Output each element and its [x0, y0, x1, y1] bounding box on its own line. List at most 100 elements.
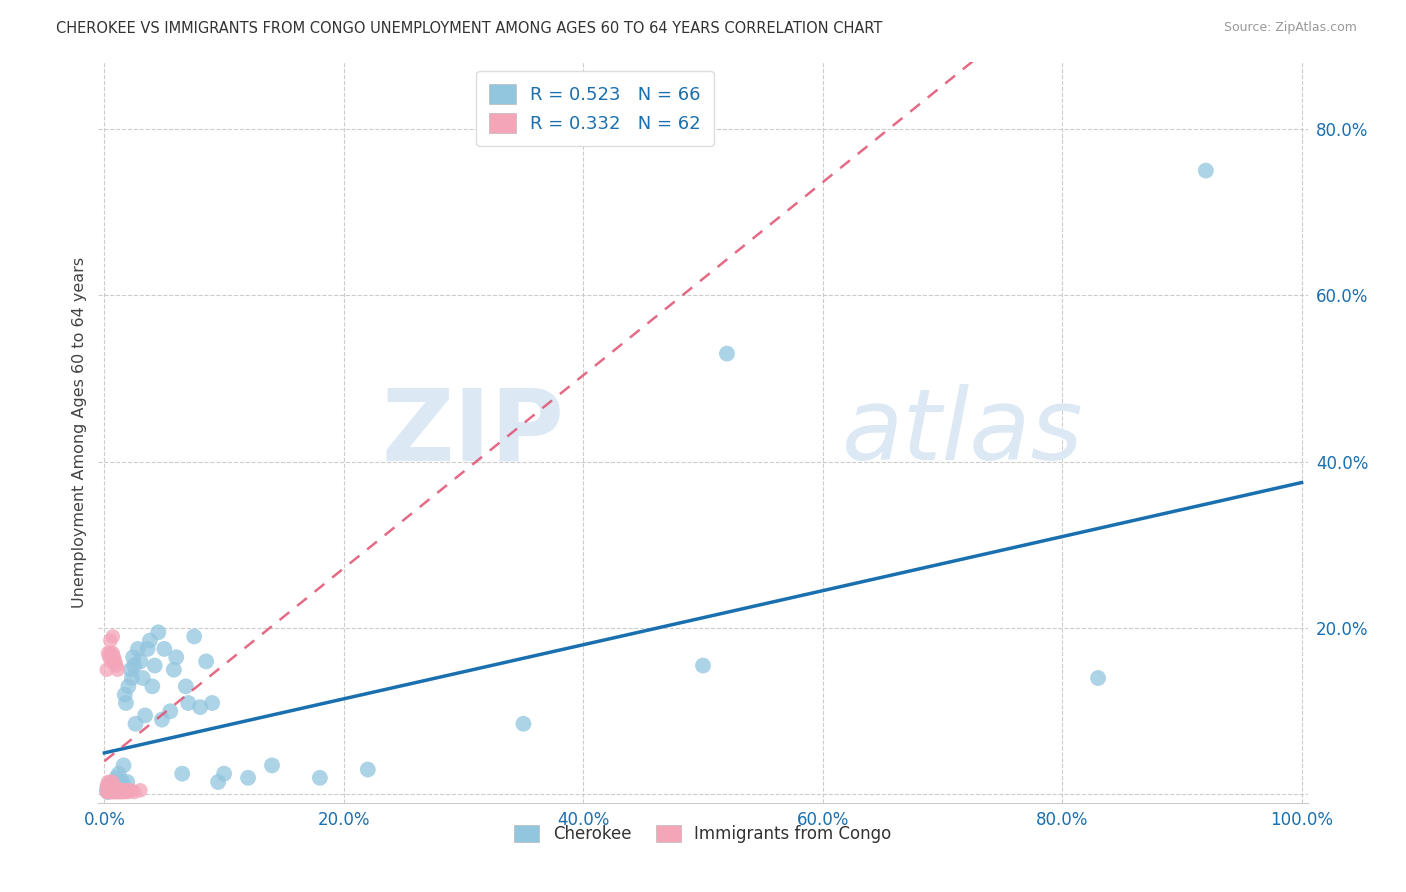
Point — [100, 780, 122, 795]
Point — [260, 758, 283, 772]
Text: CHEROKEE VS IMMIGRANTS FROM CONGO UNEMPLOYMENT AMONG AGES 60 TO 64 YEARS CORRELA: CHEROKEE VS IMMIGRANTS FROM CONGO UNEMPL… — [56, 21, 883, 37]
Point — [104, 785, 127, 799]
Point — [309, 771, 332, 785]
Point — [97, 780, 120, 795]
Point — [105, 658, 128, 673]
Point — [124, 658, 146, 673]
Point — [195, 654, 218, 668]
Point — [104, 654, 127, 668]
Point — [100, 784, 122, 798]
Point — [120, 783, 142, 797]
Point — [100, 783, 122, 797]
Y-axis label: Unemployment Among Ages 60 to 64 years: Unemployment Among Ages 60 to 64 years — [72, 257, 87, 608]
Point — [97, 646, 120, 660]
Point — [163, 663, 186, 677]
Point — [183, 629, 205, 643]
Point — [101, 785, 124, 799]
Point — [101, 780, 124, 795]
Point — [103, 775, 125, 789]
Point — [212, 766, 235, 780]
Point — [104, 783, 127, 797]
Point — [1195, 163, 1218, 178]
Point — [159, 704, 181, 718]
Point — [124, 716, 146, 731]
Point — [108, 775, 131, 789]
Point — [1087, 671, 1109, 685]
Point — [100, 779, 122, 793]
Point — [111, 783, 134, 797]
Point — [101, 629, 124, 643]
Point — [107, 779, 129, 793]
Point — [107, 783, 129, 797]
Point — [117, 679, 139, 693]
Point — [120, 663, 142, 677]
Point — [111, 775, 134, 789]
Point — [103, 650, 125, 665]
Point — [188, 700, 211, 714]
Point — [103, 782, 125, 797]
Point — [136, 641, 159, 656]
Point — [103, 780, 125, 795]
Point — [100, 781, 122, 796]
Point — [98, 780, 121, 795]
Point — [101, 775, 124, 789]
Point — [129, 783, 152, 797]
Point — [108, 783, 131, 797]
Point — [112, 785, 135, 799]
Point — [122, 650, 145, 665]
Point — [108, 785, 131, 799]
Point — [107, 785, 129, 799]
Point — [692, 658, 714, 673]
Point — [115, 785, 138, 799]
Point — [101, 646, 124, 660]
Point — [97, 779, 120, 793]
Point — [148, 625, 170, 640]
Point — [98, 783, 121, 797]
Point — [98, 650, 121, 665]
Point — [101, 784, 124, 798]
Point — [97, 775, 120, 789]
Point — [101, 779, 124, 793]
Point — [96, 783, 118, 797]
Point — [100, 779, 122, 793]
Point — [165, 650, 187, 665]
Point — [114, 783, 136, 797]
Point — [107, 766, 129, 780]
Point — [105, 780, 128, 795]
Point — [105, 780, 128, 795]
Point — [153, 641, 176, 656]
Point — [96, 779, 118, 793]
Point — [201, 696, 224, 710]
Point — [98, 777, 121, 791]
Point — [107, 783, 129, 797]
Point — [115, 775, 138, 789]
Point — [97, 785, 120, 799]
Point — [103, 785, 125, 799]
Point — [139, 633, 162, 648]
Point — [172, 766, 194, 780]
Point — [101, 777, 124, 791]
Point — [100, 780, 122, 795]
Point — [96, 785, 118, 799]
Point — [110, 783, 132, 797]
Point — [150, 713, 173, 727]
Point — [114, 688, 136, 702]
Point — [105, 785, 128, 799]
Point — [117, 785, 139, 799]
Point — [105, 783, 128, 797]
Point — [716, 346, 738, 360]
Point — [112, 758, 135, 772]
Point — [207, 775, 229, 789]
Point — [105, 771, 128, 785]
Point — [96, 663, 118, 677]
Point — [100, 775, 122, 789]
Point — [100, 646, 122, 660]
Point — [107, 785, 129, 799]
Text: ZIP: ZIP — [381, 384, 564, 481]
Legend: Cherokee, Immigrants from Congo: Cherokee, Immigrants from Congo — [508, 819, 898, 850]
Point — [97, 783, 120, 797]
Point — [100, 785, 122, 799]
Point — [100, 783, 122, 797]
Point — [236, 771, 259, 785]
Point — [115, 696, 138, 710]
